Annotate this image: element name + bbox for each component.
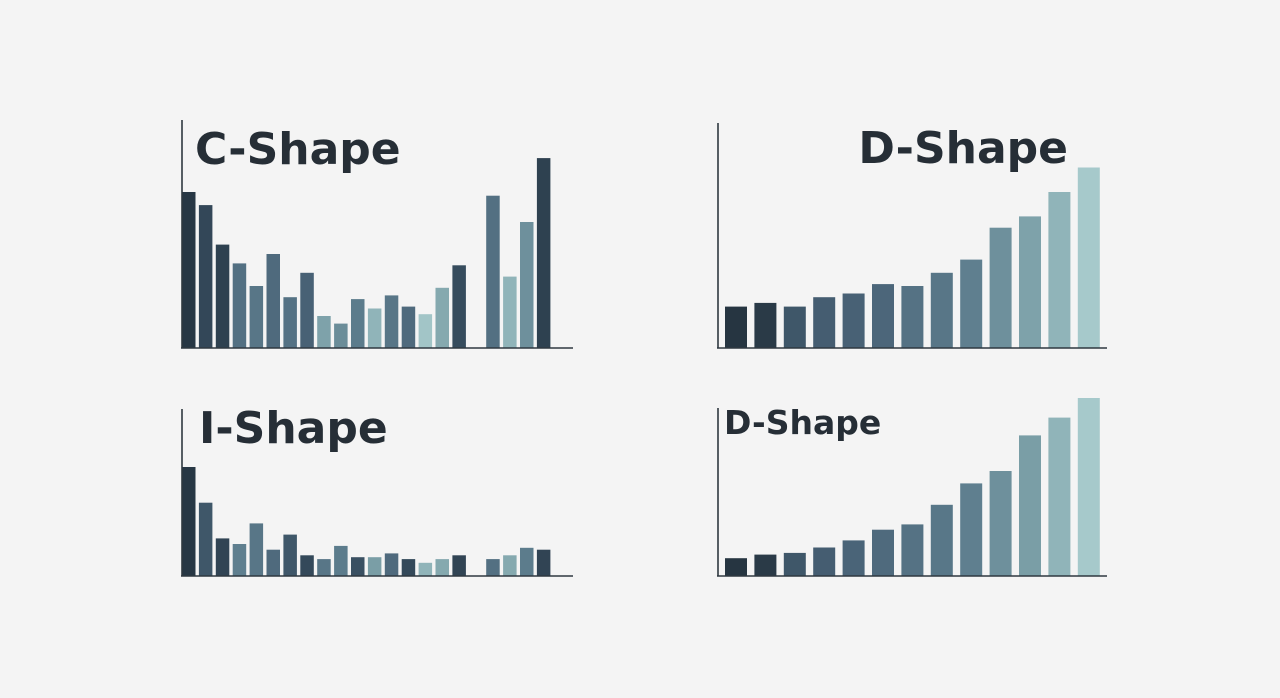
bar-10 — [334, 545, 348, 576]
bar-19 — [486, 559, 500, 576]
bar-12 — [1048, 192, 1071, 348]
bar-4 — [813, 297, 836, 348]
bar-10 — [989, 227, 1012, 348]
bar-6 — [872, 529, 894, 576]
bar-7 — [283, 297, 297, 348]
bar-15 — [418, 314, 433, 348]
bar-1 — [725, 558, 747, 576]
bar-5 — [842, 293, 865, 348]
bar-11 — [1019, 216, 1041, 348]
bar-2 — [754, 554, 777, 576]
bar-16 — [435, 287, 449, 348]
bar-6 — [266, 254, 280, 348]
bar-9 — [317, 316, 331, 348]
bar-9 — [960, 259, 983, 348]
bar-4 — [232, 263, 247, 348]
chart-panel-d-shape-top: D-Shape — [717, 123, 1107, 349]
bar-10 — [334, 323, 348, 348]
bar-10 — [989, 471, 1012, 576]
chart-panel-i-shape: I-Shape — [181, 403, 573, 577]
bar-12 — [367, 308, 382, 348]
bar-12 — [1048, 417, 1071, 576]
bar-group — [182, 467, 551, 576]
bar-7 — [901, 286, 924, 348]
bar-13 — [384, 295, 399, 348]
bar-20 — [503, 555, 517, 576]
chart-title: C-Shape — [195, 124, 401, 175]
bar-9 — [960, 483, 983, 576]
bar-5 — [842, 540, 865, 576]
bar-17 — [452, 555, 466, 576]
bar-13 — [1077, 398, 1100, 576]
bar-16 — [435, 559, 449, 576]
bar-14 — [401, 559, 416, 576]
bar-group — [725, 398, 1100, 576]
bar-14 — [401, 306, 416, 348]
bar-1 — [182, 467, 196, 576]
bar-13 — [1077, 167, 1100, 348]
bar-9 — [317, 559, 331, 576]
bar-3 — [215, 538, 230, 576]
bar-3 — [783, 306, 806, 348]
bar-5 — [249, 286, 264, 348]
bar-8 — [300, 555, 314, 576]
bar-8 — [930, 504, 953, 576]
bar-22 — [536, 549, 551, 576]
chart-title: D-Shape — [724, 403, 881, 442]
bar-2 — [754, 302, 777, 348]
chart-panel-d-shape-bottom: D-Shape — [717, 398, 1107, 577]
bar-19 — [486, 195, 500, 348]
bar-1 — [182, 192, 196, 348]
bar-22 — [536, 158, 551, 348]
chart-title: I-Shape — [199, 403, 388, 454]
bar-7 — [283, 534, 297, 576]
bar-13 — [384, 553, 399, 576]
bar-11 — [1019, 435, 1041, 576]
bar-17 — [452, 265, 466, 348]
bar-21 — [520, 547, 534, 576]
bar-5 — [249, 523, 264, 576]
bar-4 — [232, 544, 247, 576]
bar-8 — [300, 272, 314, 348]
bar-7 — [901, 524, 924, 576]
chart-panel-c-shape: C-Shape — [181, 120, 573, 349]
bar-2 — [198, 205, 213, 348]
bar-21 — [520, 222, 534, 348]
bar-2 — [198, 502, 213, 576]
bar-group — [182, 158, 551, 348]
chart-title: D-Shape — [858, 123, 1068, 174]
bar-6 — [266, 549, 280, 576]
bar-3 — [215, 244, 230, 348]
bar-15 — [418, 562, 433, 576]
bar-12 — [367, 557, 382, 576]
bar-8 — [930, 272, 953, 348]
bar-11 — [351, 557, 365, 576]
bar-6 — [872, 284, 894, 348]
bar-group — [725, 167, 1100, 348]
bar-1 — [725, 306, 747, 348]
bar-20 — [503, 276, 517, 348]
bar-11 — [351, 299, 365, 348]
bar-4 — [813, 547, 836, 576]
bar-3 — [783, 552, 806, 576]
